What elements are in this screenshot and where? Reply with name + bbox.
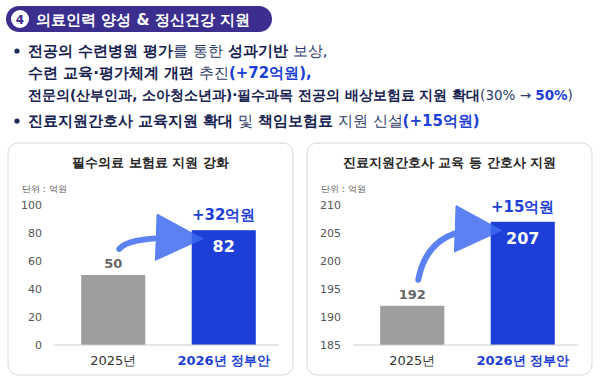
page: 4 의료인력 양성 & 정신건강 지원전공의 수련병원 평가를 통한 성과기반 보… [0, 0, 600, 380]
bullet-run: 성과기반 [228, 42, 288, 60]
bullet-run: 책임보험료 [258, 112, 333, 130]
bar [81, 275, 145, 345]
bar [380, 306, 444, 345]
baseline [353, 345, 578, 346]
bullet-run: (30% → [480, 87, 535, 103]
bullet-run: 지원 신설 [333, 112, 403, 130]
bullet-dot [14, 48, 19, 53]
data-label: 207 [506, 229, 539, 248]
y-tick-label: 195 [320, 283, 341, 296]
header-circle [11, 10, 29, 28]
x-tick-label: 2025년 [90, 353, 136, 368]
y-tick-label: 80 [28, 227, 42, 240]
panel [8, 143, 293, 375]
bullet-run: ) [568, 87, 573, 103]
bullet-run: 전공의 수련병원 평가 [28, 42, 173, 60]
y-tick-label: 100 [21, 199, 42, 212]
bullet-run: 를 통한 [173, 42, 228, 60]
unit-label: 단위 : 억원 [22, 184, 67, 194]
bullet-run: 및 [233, 112, 258, 130]
bars [380, 222, 555, 345]
y-tick-label: 210 [320, 199, 341, 212]
bullet-line: 진료지원간호사 교육지원 확대 및 책임보험료 지원 신설(+15억원) [28, 112, 480, 130]
bullet-run: 전문의(산부인과, 소아청소년과)·필수과목 전공의 배상보험료 지원 확대 [28, 87, 480, 103]
bullet-line: 전공의 수련병원 평가를 통한 성과기반 보상, [28, 42, 328, 60]
bars [81, 230, 256, 345]
data-label: 50 [104, 256, 122, 271]
bullet-dot [14, 118, 19, 123]
chart-title: 필수의료 보험료 지원 강화 [72, 155, 229, 170]
header-number: 4 [16, 13, 24, 27]
panel [307, 143, 592, 375]
chart-title: 진료지원간호사 교육 등 간호사 지원 [343, 155, 556, 170]
data-label: 192 [399, 287, 426, 302]
header-badge [6, 6, 272, 32]
annotation: +32억원 [192, 206, 255, 224]
bullet-run: (+72억원), [229, 64, 312, 82]
bar [192, 230, 256, 345]
x-tick-label: 2026년 정부안 [177, 353, 270, 368]
bullet-run: 50% [535, 87, 568, 103]
bullet-line: 전문의(산부인과, 소아청소년과)·필수과목 전공의 배상보험료 지원 확대(3… [28, 87, 573, 103]
header-title: 의료인력 양성 & 정신건강 지원 [36, 11, 250, 29]
bar [491, 222, 555, 345]
change-arrow [418, 230, 484, 280]
y-tick-label: 60 [28, 255, 42, 268]
bullet-line: 수련 교육·평가체계 개편 추진(+72억원), [28, 64, 312, 82]
bullet-run: 추진 [194, 64, 229, 82]
baseline [54, 345, 279, 346]
x-tick-label: 2025년 [389, 353, 435, 368]
y-tick-label: 200 [320, 255, 341, 268]
change-arrow [119, 238, 185, 249]
y-tick-label: 185 [320, 339, 341, 352]
y-tick-label: 0 [35, 339, 42, 352]
unit-label: 단위 : 억원 [321, 184, 366, 194]
bullet-run: (+15억원) [403, 112, 480, 130]
annotation: +15억원 [491, 198, 554, 216]
bullet-run: 수련 교육·평가체계 개편 [28, 64, 194, 82]
y-tick-label: 20 [28, 311, 42, 324]
y-tick-label: 190 [320, 311, 341, 324]
data-label: 82 [213, 237, 235, 256]
y-tick-label: 40 [28, 283, 42, 296]
bullet-run: 보상, [288, 42, 328, 60]
bullet-run: 진료지원간호사 교육지원 확대 [28, 112, 233, 130]
y-tick-label: 205 [320, 227, 341, 240]
x-tick-label: 2026년 정부안 [476, 353, 569, 368]
